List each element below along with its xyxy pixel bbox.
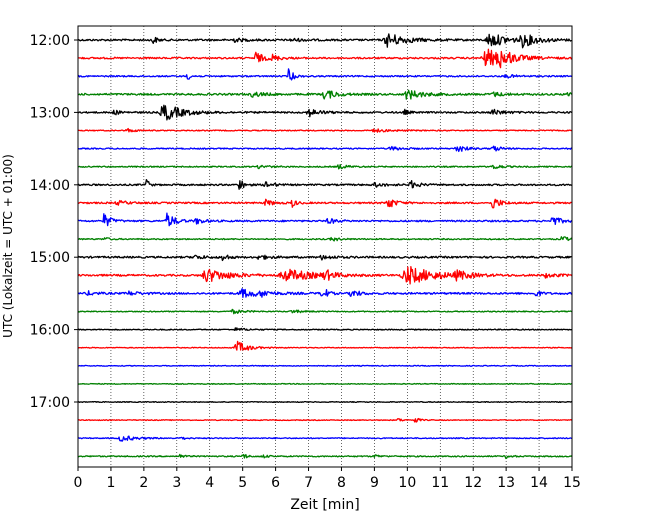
trace-row-1515 [77,266,573,285]
trace-row-1215 [77,48,573,69]
trace-row-1745 [77,453,573,460]
trace-row-1600 [77,327,573,331]
x-tick-label: 0 [74,475,83,491]
x-tick-label: 4 [205,475,214,491]
x-tick-label: 15 [563,475,581,491]
x-tick-label: 11 [431,475,449,491]
trace-row-1400 [77,178,573,190]
plot-background [78,26,572,467]
y-tick-label: 15:00 [30,250,70,266]
trace-row-1645 [77,382,573,385]
x-tick-label: 7 [304,475,313,491]
trace-row-1230 [77,68,573,81]
trace-row-1715 [77,417,573,423]
x-tick-label: 14 [530,475,548,491]
x-tick-label: 8 [337,475,346,491]
trace-row-1200 [77,33,573,49]
trace-row-1545 [77,308,573,315]
trace-row-1415 [77,198,573,209]
trace-row-1530 [77,288,573,298]
y-axis-ticks: 12:00 13:00 14:00 15:00 16:00 17:00 [30,33,78,411]
y-axis-title: UTC (Lokalzeit = UTC + 01:00) [1,154,15,338]
plot-frame [77,25,573,468]
trace-row-1445 [77,236,573,242]
x-axis-title: Zeit [min] [290,497,359,513]
y-tick-label: 12:00 [30,33,70,49]
x-tick-label: 3 [172,475,181,491]
trace-row-1345 [77,164,573,170]
trace-row-1730 [77,435,573,442]
x-tick-label: 10 [398,475,416,491]
x-tick-label: 5 [238,475,247,491]
trace-row-1615 [77,340,573,351]
trace-row-1300 [77,104,573,121]
trace-row-1430 [77,212,573,227]
trace-row-1700 [77,400,573,404]
x-tick-label: 1 [106,475,115,491]
x-tick-label: 9 [370,475,379,491]
trace-row-1315 [77,127,573,133]
x-tick-label: 12 [464,475,482,491]
y-tick-label: 13:00 [30,105,70,121]
trace-row-1330 [77,145,573,153]
x-axis-ticks: 0 1 2 3 4 5 6 7 8 9 10 11 12 13 14 15 [74,467,581,491]
y-tick-label: 16:00 [30,323,70,339]
trace-row-1500 [77,254,573,262]
x-tick-label: 2 [139,475,148,491]
trace-lines [77,33,573,460]
x-tick-label: 13 [497,475,515,491]
x-tick-label: 6 [271,475,280,491]
y-tick-label: 14:00 [30,178,70,194]
trace-row-1630 [77,364,573,367]
y-tick-label: 17:00 [30,395,70,411]
trace-row-1245 [77,89,573,100]
